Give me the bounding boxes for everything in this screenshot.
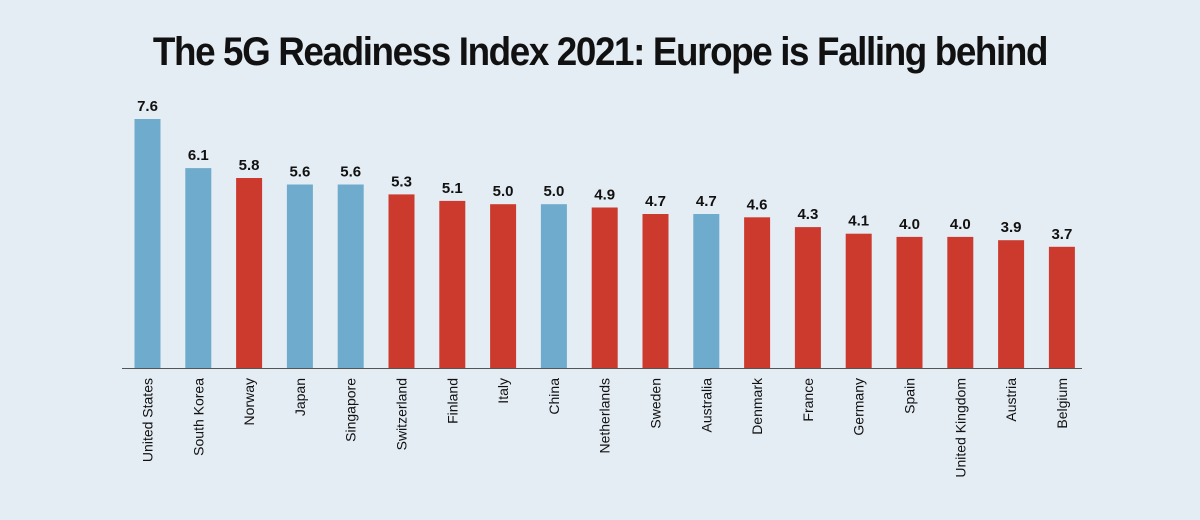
data-label-13: 4.3 (797, 206, 818, 223)
tick-label-0: United States (140, 378, 156, 462)
bar-13 (794, 227, 821, 368)
data-label-6: 5.1 (442, 180, 463, 197)
bar-15 (896, 236, 923, 368)
data-label-17: 3.9 (1001, 219, 1022, 236)
bar-6 (439, 200, 466, 368)
tick-label-1: South Korea (190, 378, 206, 456)
data-label-8: 5.0 (543, 183, 564, 200)
tick-label-11: Australia (698, 378, 714, 433)
bar-12 (744, 217, 771, 368)
data-label-15: 4.0 (899, 216, 920, 233)
data-label-5: 5.3 (391, 173, 412, 190)
bar-5 (388, 194, 415, 368)
tick-label-15: Spain (902, 378, 918, 414)
tick-label-2: Norway (241, 378, 257, 425)
bar-17 (998, 240, 1025, 368)
data-label-2: 5.8 (239, 157, 260, 174)
data-label-10: 4.7 (645, 193, 666, 210)
bar-3 (286, 184, 313, 368)
bar-10 (642, 214, 669, 368)
data-label-1: 6.1 (188, 147, 209, 164)
data-label-11: 4.7 (696, 193, 717, 210)
tick-label-7: Italy (495, 378, 511, 404)
tick-label-9: Netherlands (597, 378, 613, 454)
bar-2 (236, 178, 263, 368)
bar-4 (337, 184, 364, 368)
data-label-14: 4.1 (848, 213, 869, 230)
tick-label-12: Denmark (749, 377, 765, 435)
bar-7 (490, 204, 517, 368)
bar-14 (845, 233, 872, 368)
bar-16 (947, 236, 974, 368)
tick-label-18: Belgium (1054, 378, 1070, 429)
tick-label-16: United Kingdom (952, 378, 968, 478)
chart-title: The 5G Readiness Index 2021: Europe is F… (152, 30, 1049, 74)
bar-18 (1048, 246, 1075, 368)
bar-11 (693, 214, 720, 368)
tick-label-13: France (800, 378, 816, 422)
tick-label-10: Sweden (648, 378, 664, 429)
tick-label-14: Germany (851, 378, 867, 436)
tick-label-4: Singapore (343, 378, 359, 442)
tick-label-8: China (546, 378, 562, 415)
data-label-7: 5.0 (493, 183, 514, 200)
data-label-18: 3.7 (1051, 226, 1072, 243)
tick-label-3: Japan (292, 378, 308, 416)
bar-1 (185, 168, 212, 368)
bar-0 (134, 119, 161, 368)
data-label-4: 5.6 (340, 164, 361, 181)
tick-label-17: Austria (1003, 378, 1019, 422)
data-label-9: 4.9 (594, 187, 615, 204)
tick-label-5: Switzerland (394, 378, 410, 450)
data-label-3: 5.6 (289, 164, 310, 181)
data-label-12: 4.6 (747, 196, 768, 213)
bar-8 (540, 204, 567, 368)
tick-label-6: Finland (444, 378, 460, 424)
data-label-16: 4.0 (950, 216, 971, 233)
bar-9 (591, 207, 618, 368)
data-label-0: 7.6 (137, 98, 158, 115)
